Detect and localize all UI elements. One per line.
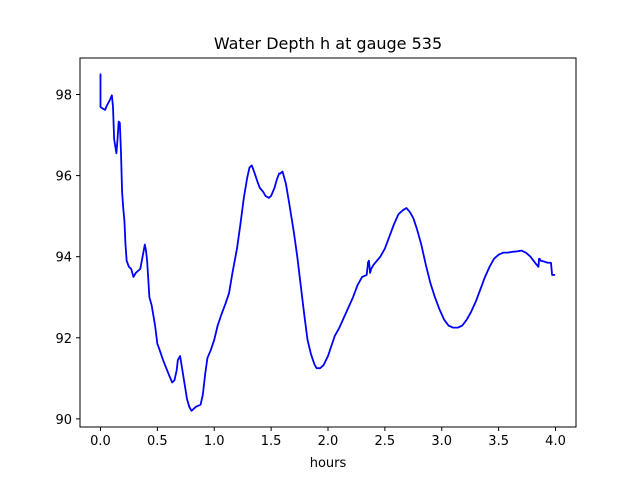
y-tick-label: 98: [55, 88, 72, 103]
x-axis: 0.0 0.5 1.0 1.5 2.0 2.5 3.0 3.5 4.0: [90, 427, 566, 449]
plot-area: [99, 73, 556, 412]
x-tick-label: 3.0: [431, 434, 452, 449]
y-axis: 90 92 94 96 98: [55, 88, 80, 428]
series-line-water-depth: [99, 73, 556, 412]
x-tick-label: 2.0: [318, 434, 339, 449]
y-tick-label: 94: [55, 251, 72, 266]
x-tick-label: 0.0: [90, 434, 111, 449]
x-tick-label: 2.5: [375, 434, 396, 449]
chart-title: Water Depth h at gauge 535: [214, 34, 442, 53]
x-tick-label: 0.5: [147, 434, 168, 449]
x-tick-label: 1.0: [204, 434, 225, 449]
x-tick-label: 1.5: [261, 434, 282, 449]
y-tick-label: 96: [55, 170, 72, 185]
y-tick-label: 92: [55, 332, 72, 347]
x-tick-label: 4.0: [545, 434, 566, 449]
y-tick-label: 90: [55, 413, 72, 428]
x-axis-label: hours: [310, 456, 347, 471]
x-tick-label: 3.5: [488, 434, 509, 449]
